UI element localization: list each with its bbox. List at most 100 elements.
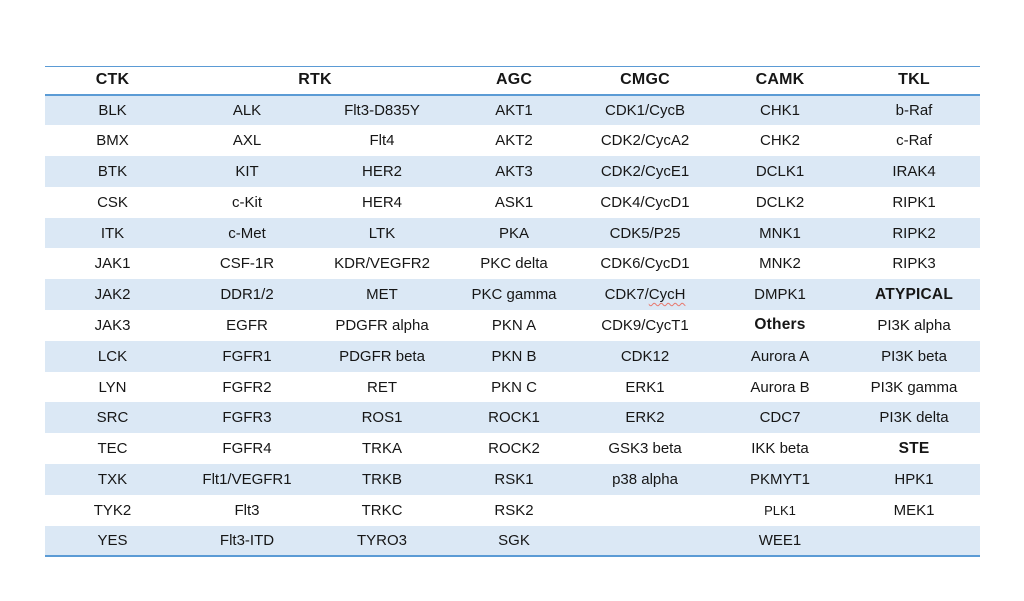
column-header-tkl: TKL [848,66,981,96]
table-cell: PKMYT1 [750,470,811,488]
table-cell: Flt3 [234,501,260,519]
table-cell: Flt4 [369,132,395,150]
table-cell: CDK6/CycD1 [600,255,690,273]
table-cell: SRC [96,409,129,427]
table-cell: CSF-1R [219,255,275,273]
column-header-cmgc: CMGC [578,66,713,96]
table-cell: MEK1 [893,501,935,519]
table-cell: HER2 [362,162,403,180]
column-header-agc: AGC [450,66,579,96]
table-cell: CDK12 [620,347,670,365]
table-cell: c-Kit [232,193,262,211]
table-cell: AKT3 [495,162,533,180]
table-cell: LYN [98,378,127,396]
table-cell: FGFR2 [222,378,272,396]
table-cell: CDK4/CycD1 [600,193,690,211]
table-cell: RET [367,378,397,396]
table-cell: AKT2 [495,132,533,150]
table-cell: DMPK1 [754,286,806,304]
table-cell: PLK1 [764,502,796,518]
table-cell: PKN C [491,378,537,396]
table-cell: GSK3 beta [608,440,682,458]
table-cell: Flt3-ITD [180,525,314,558]
table-cell: LTK [368,224,396,242]
table-cell: PKN B [491,347,537,365]
table-cell: PKC delta [480,255,548,273]
table-cell: BLK [98,101,127,119]
table-row: JAK3 EGFR PDGFR alpha PKN A CDK9/CycT1 Others… [45,310,981,341]
table-cell: c-Raf [896,132,932,150]
table-cell: p38 alpha [612,470,678,488]
table-cell: RIPK1 [892,193,936,211]
table-cell: RIPK2 [892,224,936,242]
table-cell: c-Met [228,224,266,242]
table-cell: ERK1 [625,378,665,396]
column-header-camk: CAMK [712,66,849,96]
table-cell: AKT1 [495,101,533,119]
table-row: LCK FGFR1 PDGFR beta PKN B CDK12 Aurora A PI3K… [45,340,981,372]
table-cell: JAK3 [94,316,131,334]
table-cell: Others [754,316,806,334]
table-cell: TXK [97,470,128,488]
table-row: BLK ALK Flt3-D835Y AKT1 CDK1/CycB CHK1 b-Raf [45,94,981,126]
header-row: CTK RTK AGC CMGC CAMK TKL [45,66,981,96]
table-row: JAK1 CSF-1R KDR/VEGFR2 PKC delta CDK6/CycD1 M… [45,248,981,280]
table-cell: JAK1 [94,255,131,273]
table-cell: BTK [97,162,128,180]
table-cell: PKC gamma [471,286,557,304]
table-cell: ATYPICAL [875,285,953,303]
table-cell: TEC [97,440,128,458]
column-header-ctk: CTK [45,66,180,96]
table-cell: ALK [232,101,262,119]
table-cell: ERK2 [625,409,665,427]
table-cell: YES [45,525,180,558]
table-cell [848,525,981,558]
table-cell: ROS1 [361,409,403,427]
table-cell: DCLK1 [755,162,805,180]
kinase-table-body: BLK ALK Flt3-D835Y AKT1 CDK1/CycB CHK1 b-Raf BM… [45,94,981,558]
table-cell: IRAK4 [892,162,936,180]
table-cell: RSK1 [494,470,534,488]
table-cell: ROCK2 [488,440,540,458]
table-row: SRC FGFR3 ROS1 ROCK1 ERK2 CDC7 PI3K delta [45,402,981,434]
table-cell: Aurora B [750,378,810,396]
table-cell: KDR/VEGFR2 [334,255,430,273]
column-header-rtk: RTK [180,66,451,96]
table-cell: PI3K delta [879,409,949,427]
table-cell: TRKC [361,501,403,519]
table-cell: ASK1 [494,193,534,211]
table-cell: CDC7 [759,409,801,427]
table-cell: HER4 [362,193,403,211]
table-cell: CDK2/CycE1 [600,162,690,180]
kinase-panel-table: CTK RTK AGC CMGC CAMK TKL BLK ALK Flt3-D83… [45,66,981,558]
table-cell: LCK [97,347,128,365]
table-cell: KIT [235,162,259,180]
table-cell: PKN A [491,316,537,334]
table-cell: IKK beta [751,440,809,458]
table-cell: PI3K beta [881,347,947,365]
table-cell: STE [898,439,930,457]
table-row: YES Flt3-ITD TYRO3 SGK WEE1 [45,525,981,558]
table-cell: PI3K alpha [877,316,951,334]
table-cell: MET [366,286,398,304]
table-cell: FGFR3 [222,409,272,427]
table-cell: DDR1/2 [220,286,274,304]
table-cell: RIPK3 [892,255,936,273]
table-cell: BMX [96,132,129,150]
table-cell: MNK2 [759,255,801,273]
table-row: TYK2 Flt3 TRKC RSK2 PLK1 MEK1 [45,494,981,526]
table-cell: TRKA [362,440,403,458]
table-cell: PI3K gamma [870,378,958,396]
table-cell: AXL [232,132,262,150]
table-cell: MNK1 [759,224,801,242]
table-cell: RSK2 [494,501,534,519]
table-cell: CHK1 [760,101,801,119]
table-cell: PDGFR beta [339,347,425,365]
table-cell [578,525,713,558]
table-row: TXK Flt1/VEGFR1 TRKB RSK1 p38 alpha PKMYT1 HPK… [45,464,981,495]
table-cell: SGK [450,525,579,558]
table-cell: ITK [100,224,125,242]
table-cell: WEE1 [712,525,849,558]
table-cell: ROCK1 [488,409,540,427]
table-cell: PDGFR alpha [335,316,429,334]
